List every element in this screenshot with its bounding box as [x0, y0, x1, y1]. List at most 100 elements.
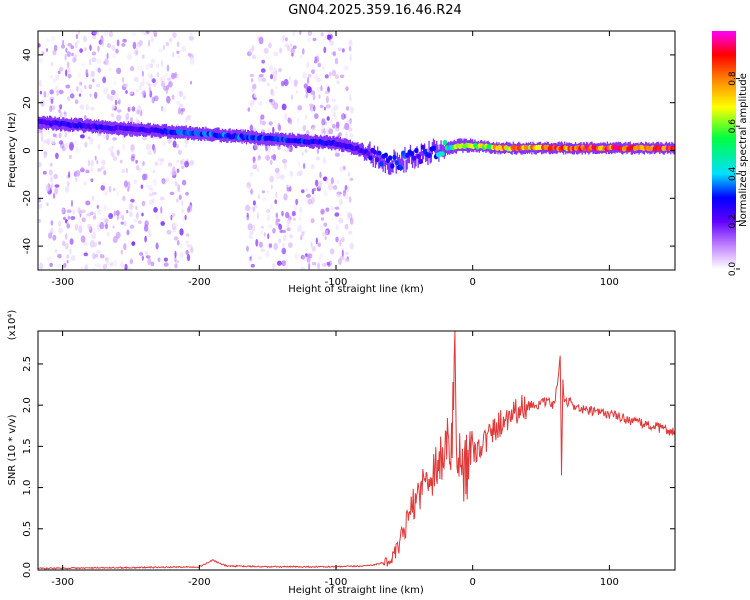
noise-speck [175, 198, 179, 203]
noise-speck [258, 74, 264, 78]
noise-speck [65, 185, 69, 193]
ridge-outer [427, 152, 429, 166]
noise-speck [279, 229, 283, 233]
noise-speck [189, 57, 195, 65]
noise-speck [188, 204, 193, 213]
snr-x-axis: -300 -200 -100 0 100 [51, 331, 619, 588]
noise-speck [90, 159, 94, 167]
noise-speck [116, 39, 120, 47]
colorbar-label: Normalized spectral amplitude [738, 73, 749, 227]
noise-speck [185, 233, 190, 237]
noise-speck [148, 232, 152, 238]
noise-speck [251, 78, 254, 83]
noise-speck [43, 90, 47, 98]
noise-speck [105, 261, 110, 266]
noise-speck [70, 45, 75, 50]
ridge-outer [395, 161, 397, 174]
noise-speck [327, 31, 332, 35]
noise-speck [341, 113, 346, 120]
noise-speck [65, 84, 71, 89]
noise-speck [152, 169, 155, 174]
noise-speck [62, 240, 66, 247]
ridge-core [412, 155, 417, 161]
noise-speck [116, 114, 122, 122]
noise-speck [83, 241, 88, 247]
noise-speck [129, 105, 132, 111]
noise-speck [53, 173, 59, 180]
x-tick-label: -200 [188, 577, 211, 588]
noise-speck [275, 167, 280, 174]
ridge-outer [408, 151, 410, 164]
noise-speck [128, 203, 134, 211]
noise-speck [174, 221, 177, 228]
noise-speck [54, 248, 58, 253]
noise-speck [172, 140, 177, 148]
colorbar-tick-label: 0.2 [728, 214, 738, 228]
noise-speck [84, 142, 88, 148]
noise-speck [114, 93, 119, 100]
noise-speck [133, 76, 139, 82]
noise-speck [58, 132, 62, 139]
noise-speck [310, 108, 314, 113]
noise-speck [81, 209, 86, 214]
noise-speck [132, 33, 137, 37]
noise-speck [153, 206, 158, 213]
noise-speck [160, 80, 166, 88]
spectrogram-y-label: Frequency (Hz) [7, 112, 18, 188]
noise-speck [49, 105, 53, 113]
noise-speck [67, 181, 70, 187]
noise-speck [141, 200, 146, 207]
noise-speck [306, 86, 312, 94]
noise-speck [59, 142, 65, 149]
noise-speck [162, 45, 166, 50]
ridge-outer [440, 140, 442, 153]
noise-speck [80, 266, 84, 270]
noise-speck [338, 132, 342, 137]
noise-speck [124, 263, 128, 270]
noise-speck [68, 171, 71, 178]
ridge-outer [412, 155, 414, 168]
colorbar-gradient [712, 31, 736, 269]
noise-speck [148, 199, 154, 206]
ridge-outer [372, 154, 374, 168]
noise-speck [126, 229, 130, 236]
noise-speck [50, 228, 54, 233]
noise-speck [69, 248, 72, 255]
noise-speck [38, 79, 42, 88]
noise-speck [268, 243, 272, 248]
noise-speck [102, 76, 107, 84]
noise-speck [305, 253, 308, 258]
noise-speck [311, 246, 316, 252]
noise-speck [166, 95, 171, 104]
noise-speck [169, 37, 173, 43]
y-tick-label: 1.0 [22, 480, 33, 496]
noise-speck [175, 101, 181, 105]
noise-speck [307, 76, 310, 85]
noise-speck [130, 155, 135, 162]
noise-speck [313, 74, 319, 80]
noise-speck [113, 210, 116, 216]
noise-speck [49, 89, 54, 95]
noise-speck [145, 143, 151, 150]
noise-speck [156, 72, 159, 78]
noise-speck [284, 262, 288, 270]
spectrogram-y-axis: -40 -20 0 20 40 [22, 49, 675, 254]
noise-speck [122, 38, 127, 43]
noise-speck [311, 200, 314, 205]
noise-speck [70, 216, 76, 220]
noise-speck [275, 191, 278, 199]
noise-speck [251, 87, 255, 93]
noise-speck [141, 255, 144, 261]
noise-speck [255, 239, 259, 247]
ridge-core [398, 165, 404, 171]
noise-speck [142, 76, 145, 84]
noise-speck [324, 90, 329, 95]
noise-speck [344, 251, 349, 256]
ridge-outer [421, 151, 424, 164]
noise-speck [261, 190, 266, 194]
noise-speck [298, 224, 303, 233]
snr-y-multiplier: (x10⁴) [7, 310, 18, 341]
noise-speck [140, 81, 145, 87]
ridge-core [377, 150, 382, 156]
noise-speck [112, 236, 118, 244]
